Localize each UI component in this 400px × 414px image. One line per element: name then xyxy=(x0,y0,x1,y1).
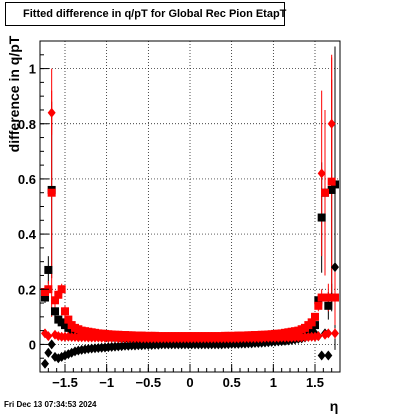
x-tick-label: 1.5 xyxy=(306,375,324,390)
data-point-diamond xyxy=(317,168,326,179)
data-point-square xyxy=(324,293,333,302)
data-point-diamond xyxy=(44,347,53,358)
y-tick-label: 0.8 xyxy=(18,117,36,132)
data-point-diamond xyxy=(324,328,333,339)
data-point-square xyxy=(321,188,329,197)
data-point-diamond xyxy=(41,358,49,369)
x-tick-label: 0 xyxy=(186,375,193,390)
y-tick-label: 1 xyxy=(29,62,36,77)
data-point-diamond xyxy=(327,118,336,129)
data-point-square xyxy=(317,293,326,302)
data-point-diamond xyxy=(314,331,323,342)
y-axis-label: difference in q/pT xyxy=(6,35,22,152)
y-tick-label: 0.6 xyxy=(18,172,36,187)
data-point-square xyxy=(307,318,316,327)
markers xyxy=(41,107,339,369)
timestamp: Fri Dec 13 07:34:53 2024 xyxy=(4,400,97,409)
chart-title: Fitted difference in q/pT for Global Rec… xyxy=(5,2,286,26)
data-point-square xyxy=(327,185,336,194)
y-tick-label: 0.2 xyxy=(18,282,36,297)
x-tick-label: −1.5 xyxy=(52,375,78,390)
data-point-diamond xyxy=(331,328,339,339)
data-point-square xyxy=(57,285,66,294)
data-point-square xyxy=(64,315,73,324)
x-tick-label: 1 xyxy=(270,375,277,390)
data-point-square xyxy=(47,188,56,197)
data-point-square xyxy=(311,312,319,321)
data-point-diamond xyxy=(47,339,56,350)
y-tick-label: 0 xyxy=(29,337,36,352)
data-point-diamond xyxy=(44,331,53,342)
axes: −1.5 −1 −0.5 0 0.5 1 1.5 0 0.2 0.4 0.6 0.8 1 xyxy=(18,40,341,390)
data-point-square xyxy=(51,307,59,316)
data-point-square xyxy=(331,293,339,302)
data-point-square xyxy=(41,293,49,302)
data-point-diamond xyxy=(317,350,326,361)
data-point-square xyxy=(44,265,53,274)
data-point-diamond xyxy=(47,107,56,118)
data-point-square xyxy=(54,290,63,299)
x-tick-label: −1 xyxy=(99,375,114,390)
y-tick-label: 0.4 xyxy=(18,227,37,242)
data-point-square xyxy=(314,301,323,310)
data-point-diamond xyxy=(331,262,339,273)
data-point-diamond xyxy=(324,350,333,361)
data-point-square xyxy=(327,177,336,186)
data-point-square xyxy=(51,296,59,305)
x-tick-label: −0.5 xyxy=(135,375,161,390)
data-point-square xyxy=(317,213,326,222)
data-point-square xyxy=(324,301,333,310)
data-point-square xyxy=(61,307,69,316)
x-axis-label: η xyxy=(330,398,339,414)
x-tick-label: 0.5 xyxy=(223,375,241,390)
